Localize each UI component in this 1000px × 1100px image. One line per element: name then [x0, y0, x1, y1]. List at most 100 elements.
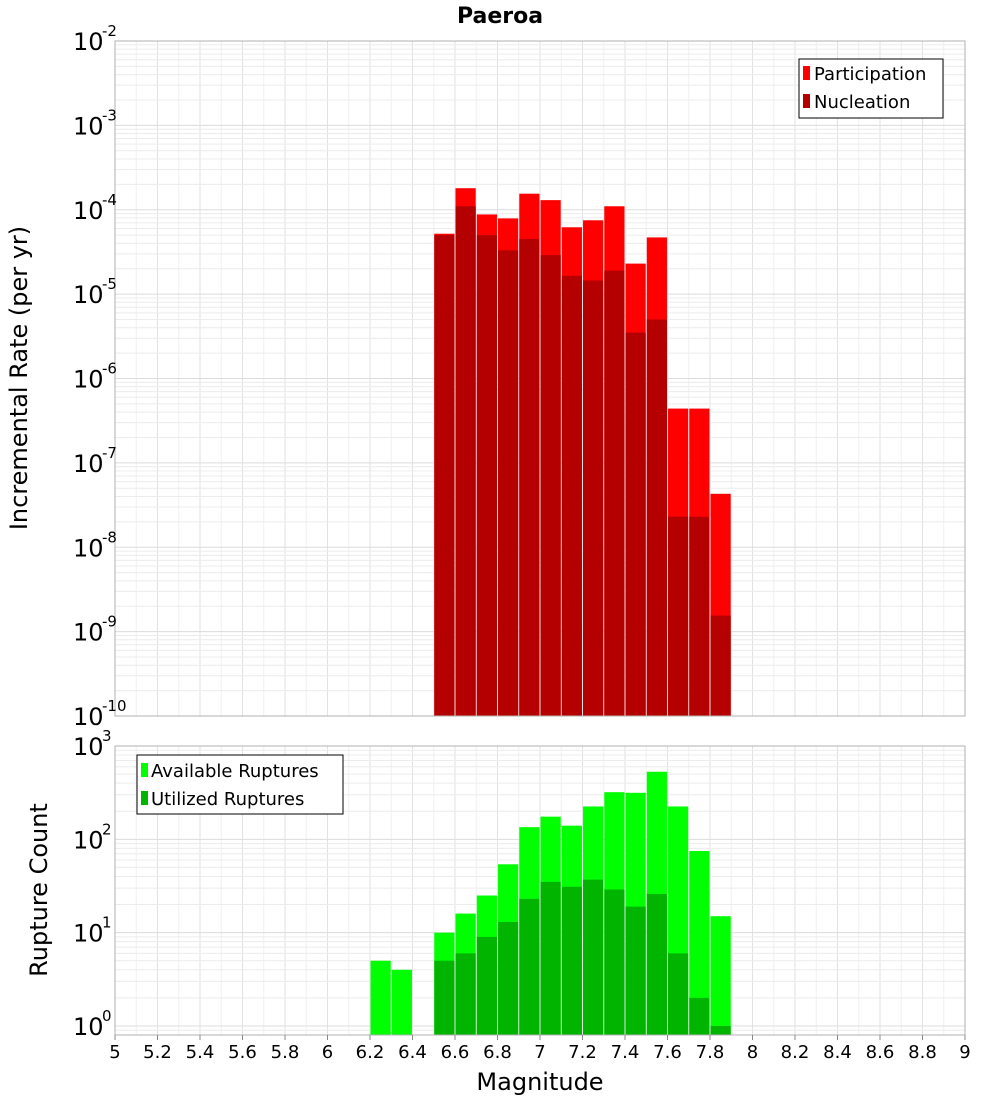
legend-swatch-participation — [803, 66, 810, 80]
y-tick-label: 10 — [73, 281, 104, 309]
x-tick-label: 6 — [322, 1042, 333, 1063]
y-tick-exponent: -4 — [102, 191, 117, 209]
top-legend-box — [798, 58, 944, 119]
bottom-legend: Available Ruptures Utilized Ruptures — [136, 754, 344, 815]
top-legend: Participation Nucleation — [798, 58, 944, 119]
chart-title: Paeroa — [457, 4, 543, 29]
bar-available-ruptures — [689, 850, 710, 1035]
x-tick-label: 5.8 — [271, 1042, 300, 1063]
y-tick-label: 10 — [73, 703, 104, 731]
legend-swatch-nucleation — [803, 94, 810, 108]
bottom-bars — [370, 771, 731, 1035]
bar-nucleation — [625, 332, 646, 716]
y-tick-label: 10 — [73, 366, 104, 394]
y-tick-exponent: -9 — [102, 613, 117, 631]
x-tick-label: 5.6 — [228, 1042, 257, 1063]
y-tick-exponent: -5 — [102, 275, 117, 293]
legend-label-participation: Participation — [814, 64, 926, 85]
x-tick-label: 8 — [747, 1042, 758, 1063]
y-tick-label: 10 — [73, 450, 104, 478]
bar-utilized-ruptures — [476, 936, 497, 1035]
x-tick-label: 6.8 — [483, 1042, 512, 1063]
x-tick-label: 5.2 — [143, 1042, 172, 1063]
bar-utilized-ruptures — [625, 906, 646, 1035]
bar-nucleation — [646, 319, 667, 716]
legend-label-nucleation: Nucleation — [814, 92, 910, 113]
bar-nucleation — [668, 516, 689, 716]
bar-utilized-ruptures — [434, 960, 455, 1035]
bar-available-ruptures — [370, 960, 391, 1035]
y-tick-label: 10 — [73, 28, 104, 56]
bar-utilized-ruptures — [519, 898, 540, 1035]
bar-nucleation — [476, 235, 497, 716]
bar-nucleation — [498, 250, 519, 717]
bottom-y-axis-label: Rupture Count — [25, 803, 53, 977]
x-tick-label: 7.6 — [653, 1042, 682, 1063]
bar-nucleation — [519, 239, 540, 716]
bar-utilized-ruptures — [710, 1025, 731, 1035]
top-plot-border — [114, 40, 966, 717]
x-tick-label: 8.4 — [823, 1042, 852, 1063]
x-tick-label: 6.6 — [441, 1042, 470, 1063]
y-tick-exponent: -10 — [102, 697, 127, 715]
y-tick-exponent: 2 — [102, 820, 112, 838]
top-y-axis-label: Incremental Rate (per yr) — [5, 226, 33, 530]
y-tick-exponent: -3 — [102, 106, 117, 124]
y-tick-label: 10 — [73, 920, 104, 948]
y-tick-exponent: -2 — [102, 22, 117, 40]
bar-nucleation — [540, 255, 561, 716]
x-axis-label: Magnitude — [476, 1068, 603, 1096]
bar-utilized-ruptures — [583, 879, 604, 1035]
legend-label-utilized: Utilized Ruptures — [151, 789, 304, 810]
bottom-legend-box — [136, 754, 344, 815]
legend-label-available: Available Ruptures — [151, 761, 319, 782]
bar-utilized-ruptures — [604, 889, 625, 1035]
top-bars — [434, 188, 731, 717]
bar-utilized-ruptures — [689, 997, 710, 1035]
bar-available-ruptures — [391, 969, 412, 1035]
bar-available-ruptures — [710, 916, 731, 1035]
top-grid — [114, 40, 966, 717]
bar-nucleation — [455, 206, 476, 716]
x-tick-label: 7.8 — [696, 1042, 725, 1063]
x-tick-label: 5.4 — [186, 1042, 215, 1063]
y-tick-label: 10 — [73, 112, 104, 140]
bar-utilized-ruptures — [561, 886, 582, 1035]
x-tick-label: 8.6 — [866, 1042, 895, 1063]
bar-nucleation — [561, 275, 582, 716]
x-tick-label: 8.2 — [781, 1042, 810, 1063]
x-tick-label: 7 — [534, 1042, 545, 1063]
x-tick-label: 5 — [109, 1042, 120, 1063]
bar-nucleation — [604, 270, 625, 716]
y-tick-label: 10 — [73, 826, 104, 854]
y-tick-exponent: -7 — [102, 444, 117, 462]
y-tick-label: 10 — [73, 534, 104, 562]
y-tick-label: 10 — [73, 733, 104, 761]
y-tick-exponent: -6 — [102, 360, 117, 378]
x-tick-label: 6.2 — [356, 1042, 385, 1063]
y-tick-label: 10 — [73, 197, 104, 225]
bar-utilized-ruptures — [540, 881, 561, 1035]
bar-utilized-ruptures — [646, 893, 667, 1035]
bar-nucleation — [710, 615, 731, 716]
y-tick-exponent: 0 — [102, 1007, 112, 1025]
y-tick-label: 10 — [73, 619, 104, 647]
y-tick-label: 10 — [73, 1013, 104, 1041]
bar-nucleation — [434, 235, 455, 716]
x-tick-label: 6.4 — [398, 1042, 427, 1063]
bar-utilized-ruptures — [498, 922, 519, 1035]
legend-swatch-available — [141, 763, 148, 777]
bar-utilized-ruptures — [455, 953, 476, 1035]
x-tick-label: 8.8 — [908, 1042, 937, 1063]
bar-nucleation — [689, 516, 710, 716]
x-tick-label: 7.4 — [611, 1042, 640, 1063]
y-tick-exponent: 1 — [102, 914, 112, 932]
x-ticks: 5 5.2 5.4 5.6 5.8 6 6.2 6.4 6.6 6.8 7 7.2 7.4 7.6 7.8 8… — [109, 1035, 971, 1063]
bar-nucleation — [583, 280, 604, 716]
legend-swatch-utilized — [141, 791, 148, 805]
